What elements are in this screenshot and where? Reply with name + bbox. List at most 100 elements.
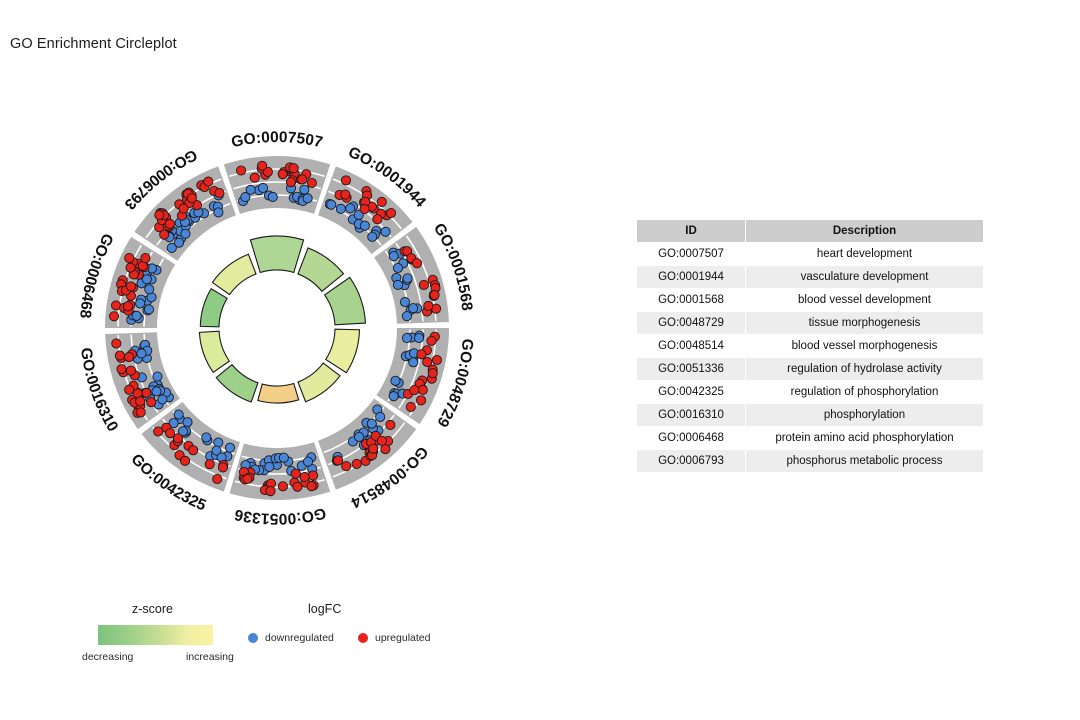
- cell-description: phosphorylation: [745, 403, 984, 427]
- column-header-id: ID: [636, 219, 746, 243]
- scatter-point: [224, 442, 235, 453]
- scatter-point: [292, 481, 303, 492]
- scatter-point: [297, 174, 308, 185]
- scatter-point: [367, 231, 378, 242]
- scatter-point: [146, 397, 157, 408]
- scatter-point: [125, 281, 136, 292]
- scatter-points-layer: [108, 160, 442, 497]
- table-row: GO:0042325 regulation of phosphorylation: [636, 380, 984, 404]
- cell-description: tissue morphogenesis: [745, 311, 984, 335]
- scatter-point: [135, 407, 146, 418]
- outer-logfc-bands: [105, 156, 449, 500]
- scatter-point: [423, 300, 434, 312]
- scatter-point: [141, 274, 152, 285]
- scatter-point: [204, 459, 215, 470]
- scatter-point: [306, 177, 317, 189]
- scatter-point: [299, 471, 310, 483]
- scatter-point: [380, 444, 391, 455]
- band-gridline: [332, 178, 402, 230]
- scatter-point: [417, 384, 428, 396]
- scatter-point: [290, 468, 301, 479]
- page-title: GO Enrichment Circleplot: [10, 36, 177, 52]
- scatter-point: [413, 332, 425, 344]
- scatter-point: [154, 210, 165, 221]
- cell-description: regulation of phosphorylation: [745, 380, 984, 404]
- scatter-point: [306, 481, 317, 492]
- scatter-point: [288, 163, 299, 174]
- scatter-point: [359, 204, 370, 215]
- cell-description: blood vessel development: [745, 288, 984, 312]
- cell-go-id: GO:0048729: [636, 311, 746, 335]
- scatter-point: [416, 349, 427, 360]
- scatter-point: [157, 394, 168, 405]
- scatter-point: [326, 199, 337, 210]
- scatter-point: [178, 426, 189, 437]
- scatter-point: [111, 338, 122, 349]
- scatter-point: [180, 228, 191, 239]
- table-row: GO:0001944 vasculature development: [636, 265, 984, 289]
- plot-legend: z-score decreasing increasing logFC down…: [70, 598, 490, 678]
- scatter-point: [124, 384, 135, 395]
- scatter-point: [168, 418, 179, 429]
- scatter-point: [203, 176, 214, 187]
- downregulated-dot-icon: [248, 633, 258, 643]
- cell-description: blood vessel morphogenesis: [745, 334, 984, 358]
- cell-go-id: GO:0001568: [636, 288, 746, 312]
- scatter-point: [124, 351, 135, 363]
- cell-go-id: GO:0006793: [636, 449, 746, 473]
- legend-item-downregulated: downregulated: [248, 632, 334, 644]
- zscore-wedge-GO:0048514: [297, 362, 341, 403]
- zscore-high-label: increasing: [186, 651, 234, 663]
- scatter-point: [153, 426, 164, 437]
- scatter-point: [368, 443, 379, 454]
- scatter-point: [385, 207, 397, 219]
- scatter-point: [267, 191, 278, 203]
- scatter-point: [426, 335, 437, 346]
- scatter-point: [277, 169, 288, 180]
- table-row: GO:0007507 heart development: [636, 242, 984, 266]
- go-circleplot: GO:0007507 GO:0001944 GO:0001568 GO:0048729…: [30, 90, 530, 580]
- zscore-wedge-GO:0048729: [324, 328, 361, 374]
- cell-description: heart development: [745, 242, 984, 266]
- zscore-gradient-bar: [98, 625, 213, 645]
- zscore-wedge-GO:0007507: [249, 235, 305, 274]
- scatter-point: [249, 172, 260, 183]
- sector-label-GO:0051336: GO:0051336: [233, 504, 328, 527]
- scatter-point: [415, 395, 427, 406]
- zscore-wedge-GO:0006468: [199, 287, 228, 328]
- scatter-point: [399, 297, 411, 308]
- zscore-wedge-GO:0016310: [198, 330, 231, 374]
- scatter-point: [165, 428, 176, 439]
- circleplot-svg: GO:0007507GO:0001944GO:0001568GO:0048729…: [76, 129, 476, 527]
- scatter-point: [388, 251, 399, 262]
- scatter-point: [385, 419, 396, 431]
- scatter-point: [217, 462, 228, 473]
- scatter-point: [116, 364, 127, 375]
- scatter-point: [285, 177, 296, 188]
- cell-description: vasculature development: [745, 265, 984, 289]
- logfc-legend-title: logFC: [308, 602, 342, 616]
- scatter-point: [422, 357, 433, 368]
- scatter-point: [131, 310, 142, 321]
- scatter-point: [257, 160, 268, 171]
- scatter-point: [262, 166, 273, 177]
- upregulated-label: upregulated: [375, 632, 431, 644]
- scatter-point: [265, 486, 276, 497]
- scatter-point: [427, 368, 438, 379]
- cell-go-id: GO:0048514: [636, 334, 746, 358]
- scatter-point: [245, 184, 256, 195]
- scatter-point: [418, 279, 429, 290]
- table-row: GO:0051336 regulation of hydrolase activi…: [636, 357, 984, 381]
- upregulated-dot-icon: [358, 633, 368, 643]
- scatter-point: [401, 311, 412, 322]
- scatter-point: [354, 431, 365, 443]
- scatter-point: [359, 220, 370, 231]
- scatter-point: [213, 437, 224, 448]
- scatter-point: [408, 357, 419, 368]
- scatter-point: [186, 193, 197, 204]
- scatter-point: [333, 455, 344, 466]
- scatter-point: [351, 458, 362, 469]
- scatter-point: [376, 435, 388, 446]
- scatter-point: [180, 455, 191, 466]
- scatter-point: [178, 203, 189, 214]
